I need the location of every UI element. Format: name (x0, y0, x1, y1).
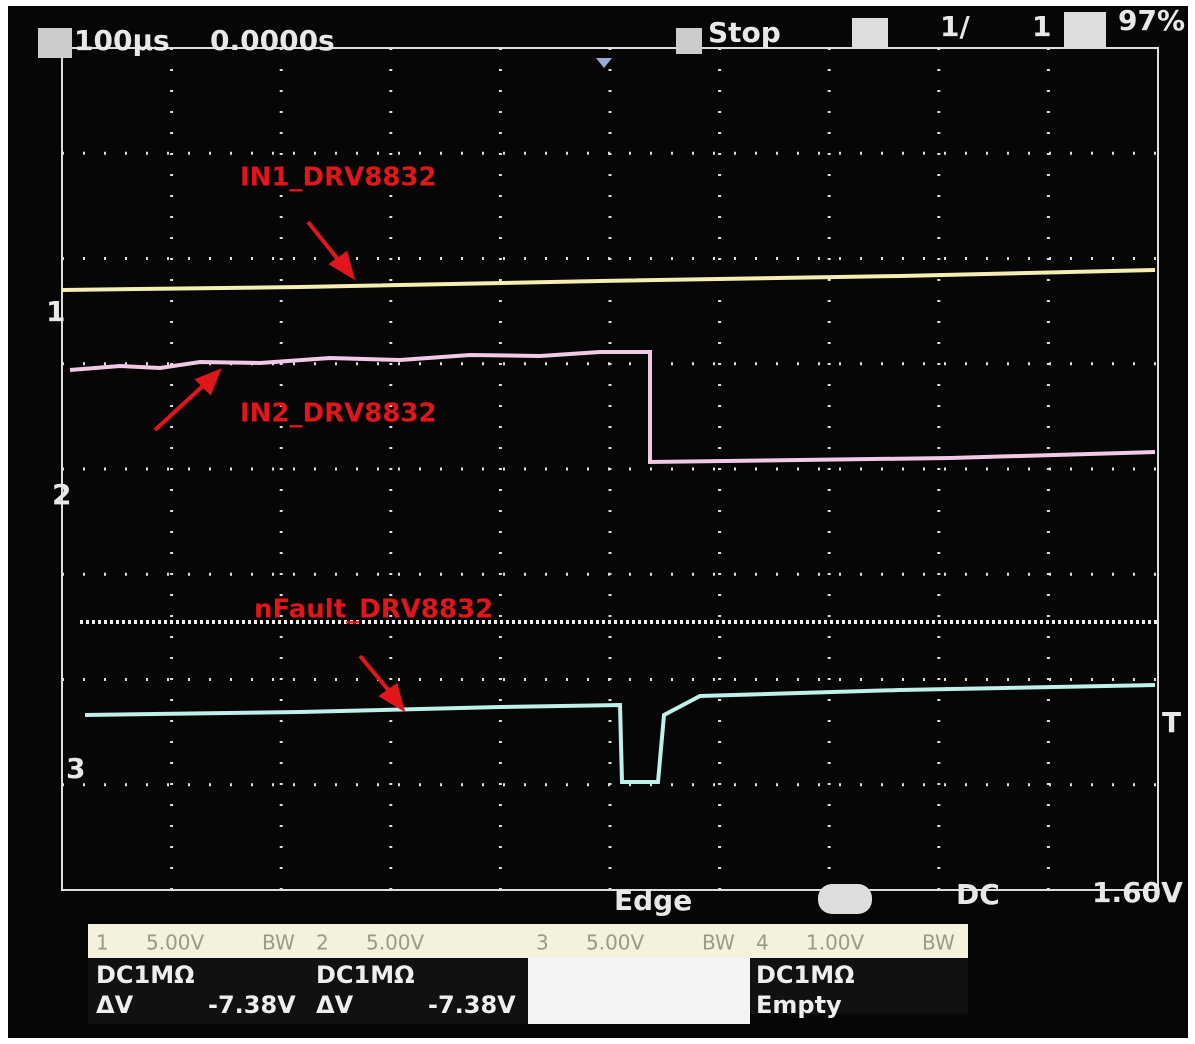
icon (852, 18, 888, 48)
count: 1 (1032, 10, 1051, 43)
arrows (153, 220, 406, 713)
trace-label: IN1_DRV8832 (240, 163, 437, 193)
trigger-coupling: DC (956, 878, 1000, 911)
panel-channel: 3 (536, 931, 549, 955)
panel-scale: 1.00V (806, 931, 865, 955)
grid (62, 48, 1158, 890)
panel-bw: BW (702, 931, 735, 955)
trace-1 (61, 268, 1156, 292)
channel-marker: 2 (52, 478, 71, 511)
acquisitions: 1/ (940, 10, 970, 43)
channel-marker: 1 (46, 295, 65, 328)
graticule-border (61, 47, 1159, 891)
panel-coupling: DC1MΩ (316, 961, 415, 989)
panel-channel: 4 (756, 931, 769, 955)
screen (8, 6, 1188, 1038)
trace-label: nFault_DRV8832 (254, 595, 493, 625)
timebase: 100μs (74, 24, 170, 57)
panel-scale: 5.00V (146, 931, 205, 955)
icon (818, 884, 872, 914)
trace-3 (84, 683, 1156, 784)
panel-measurement: ΔV (96, 991, 134, 1019)
panel-bw: BW (922, 931, 955, 955)
icon (1064, 12, 1106, 48)
panel-measurement: Empty (756, 991, 842, 1019)
trigger-level-value: 1.60V (1092, 876, 1183, 909)
panel-channel: 2 (316, 931, 329, 955)
panel-coupling: DC1MΩ (96, 961, 195, 989)
panel-measurement: ΔV (316, 991, 354, 1019)
panel (88, 958, 528, 1024)
channel-strip (88, 924, 968, 964)
trigger-position (596, 58, 612, 68)
run-state: Stop (708, 16, 781, 49)
panel (750, 958, 968, 1014)
panel-value: -7.38V (208, 991, 296, 1019)
panel-value: -7.38V (428, 991, 516, 1019)
battery: 97% (1118, 4, 1185, 37)
icon (676, 28, 702, 54)
panel-scale: 5.00V (586, 931, 645, 955)
trigger-marker: T (1162, 706, 1181, 739)
trigger-type: Edge (614, 884, 692, 917)
position: 0.0000s (210, 24, 335, 57)
panel-scale: 5.00V (366, 931, 425, 955)
trace-label: IN2_DRV8832 (240, 399, 437, 429)
panel-coupling: DC1MΩ (756, 961, 855, 989)
icon (38, 28, 72, 58)
trace-2 (69, 350, 1156, 465)
panel-bw: BW (262, 931, 295, 955)
panel (528, 958, 750, 1024)
panel-channel: 1 (96, 931, 109, 955)
channel-marker: 3 (66, 752, 85, 785)
